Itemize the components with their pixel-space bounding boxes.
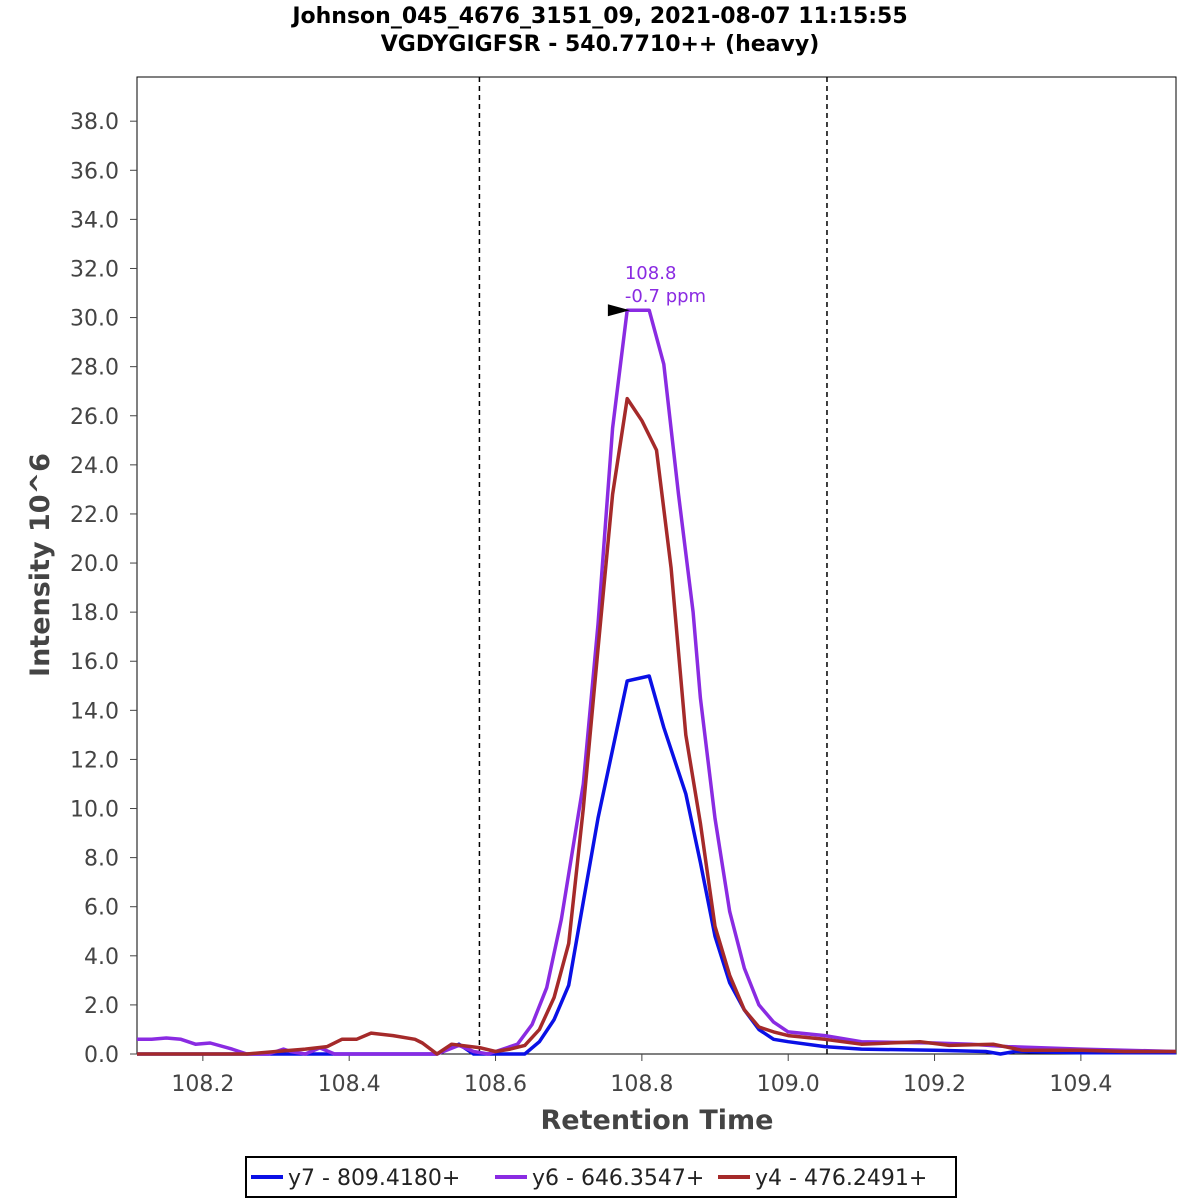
peak-annotation: 108.8 -0.7 ppm [607, 263, 706, 317]
y-axis: 0.0 2.0 4.0 6.0 8.0 10.0 12.0 14.0 16.0 18.0 20.0 2… [70, 110, 137, 1068]
y-tick-label: 10.0 [70, 798, 119, 823]
chart-title-line1: Johnson_045_4676_3151_09, 2021-08-07 11:… [290, 4, 907, 29]
y-tick-label: 2.0 [84, 994, 119, 1019]
y-tick-label: 26.0 [70, 405, 119, 430]
y-tick-label: 12.0 [70, 748, 119, 773]
y-tick-label: 0.0 [84, 1043, 119, 1068]
y-tick-label: 30.0 [70, 307, 119, 332]
y-tick-label: 36.0 [70, 159, 119, 184]
legend-label-2: y4 - 476.2491+ [755, 1166, 927, 1191]
x-tick-label: 108.4 [318, 1072, 381, 1097]
plot-area [136, 76, 1177, 1055]
legend: y7 - 809.4180+ y6 - 646.3547+ y4 - 476.249… [245, 1156, 957, 1198]
peak-boundaries [478, 77, 828, 1054]
series-line-2 [137, 396, 1176, 1056]
y-tick-label: 18.0 [70, 601, 119, 626]
y-tick-label: 22.0 [70, 503, 119, 528]
legend-label-1: y6 - 646.3547+ [532, 1166, 704, 1191]
peak-arrow-marker [607, 304, 630, 317]
y-tick-label: 34.0 [70, 208, 119, 233]
x-tick-label: 108.6 [464, 1072, 527, 1097]
y-tick-label: 24.0 [70, 454, 119, 479]
x-axis-label: Retention Time [541, 1105, 774, 1136]
y-tick-label: 16.0 [70, 650, 119, 675]
legend-label-0: y7 - 809.4180+ [288, 1166, 460, 1191]
y-tick-label: 38.0 [70, 110, 119, 135]
x-axis: 108.2 108.4 108.6 108.8 109.0 109.2 109.4 [171, 1054, 1112, 1097]
peak-annotation-ppm: -0.7 ppm [625, 286, 706, 307]
x-tick-label: 109.4 [1049, 1072, 1112, 1097]
x-tick-label: 109.0 [757, 1072, 820, 1097]
x-tick-label: 108.8 [610, 1072, 673, 1097]
y-tick-label: 6.0 [84, 896, 119, 921]
x-tick-label: 109.2 [903, 1072, 966, 1097]
legend-box [245, 1156, 957, 1198]
y-tick-label: 32.0 [70, 257, 119, 282]
peak-annotation-rt: 108.8 [625, 263, 677, 284]
y-tick-label: 20.0 [70, 552, 119, 577]
y-tick-label: 4.0 [84, 945, 119, 970]
y-axis-label: Intensity 10^6 [25, 453, 56, 677]
y-tick-label: 14.0 [70, 699, 119, 724]
x-tick-label: 108.2 [171, 1072, 234, 1097]
series-group [137, 308, 1177, 1056]
y-tick-label: 28.0 [70, 356, 119, 381]
y-tick-label: 8.0 [84, 847, 119, 872]
chart-title-line2: VGDYGIGFSR - 540.7710++ (heavy) [381, 32, 820, 57]
